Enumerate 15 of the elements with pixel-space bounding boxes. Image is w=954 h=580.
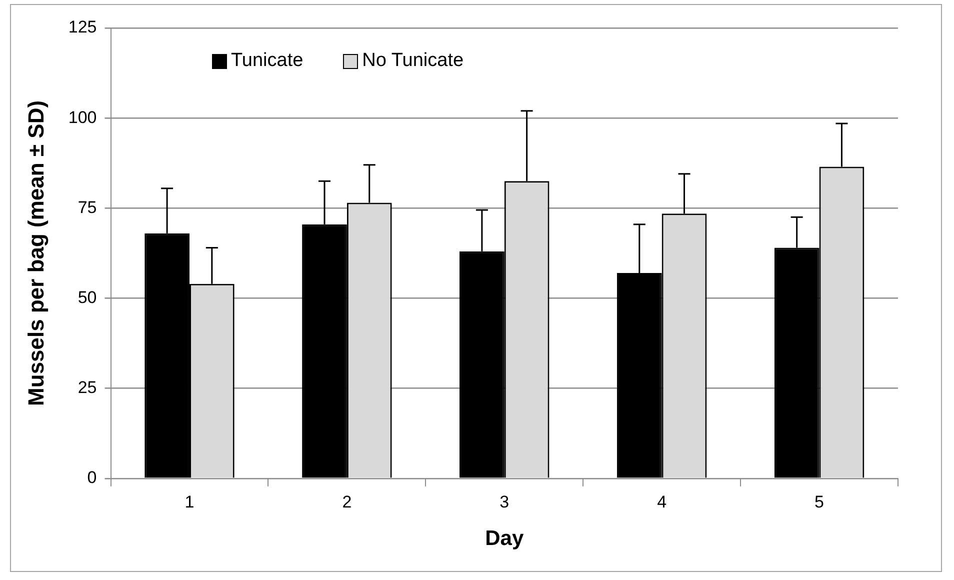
y-axis-title: Mussels per bag (mean ± SD) [23, 100, 48, 406]
y-tick-label: 125 [68, 18, 97, 37]
y-tick-label: 0 [87, 468, 97, 488]
legend-label: No Tunicate [362, 50, 464, 72]
x-tick-label: 2 [342, 492, 352, 512]
x-axis-title: Day [485, 527, 524, 550]
y-tick-label: 100 [68, 108, 97, 127]
x-tick-label: 3 [500, 492, 510, 512]
x-tick-label: 1 [184, 492, 194, 512]
x-tick-label: 5 [814, 492, 824, 512]
x-tick-label: 4 [657, 492, 667, 512]
y-tick-label: 75 [78, 198, 97, 217]
y-tick-label: 50 [78, 288, 97, 307]
y-tick-label: 25 [78, 378, 97, 398]
legend-label: Tunicate [231, 50, 304, 72]
